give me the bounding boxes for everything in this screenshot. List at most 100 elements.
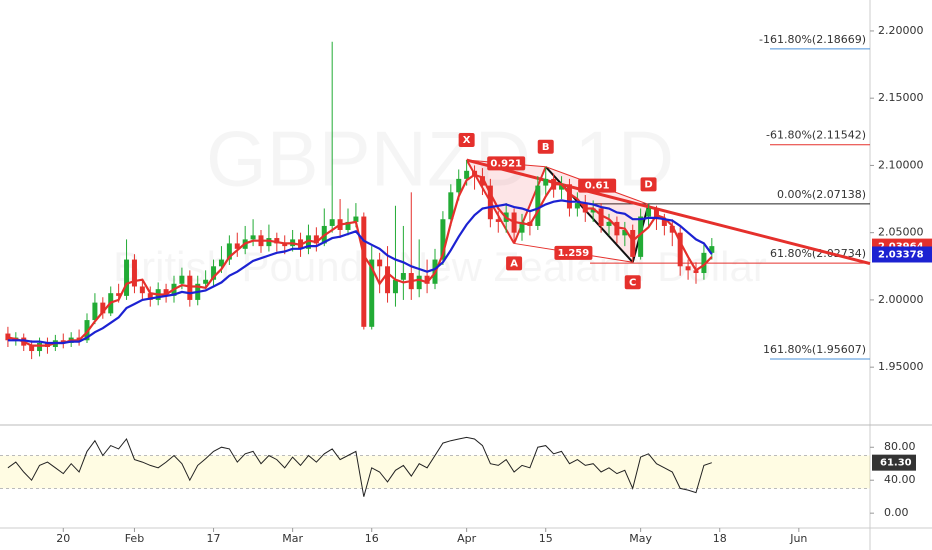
candle-body <box>566 184 572 209</box>
candle-body <box>37 342 43 352</box>
ratio-box <box>554 245 593 260</box>
candle-body <box>701 252 707 274</box>
candle-body <box>353 216 359 222</box>
candle-body <box>543 178 549 186</box>
candle-body <box>234 243 240 249</box>
candle-body <box>116 293 122 296</box>
rsi-tick-label: 0.00 <box>884 506 909 519</box>
candle-body <box>203 279 209 284</box>
candle-body <box>559 184 565 190</box>
pattern-point-box <box>506 256 523 271</box>
candle-body <box>163 289 169 296</box>
candle-body <box>345 221 351 230</box>
candle-body <box>29 345 35 352</box>
fib-label: 0.00%(2.07138) <box>777 188 866 201</box>
rsi-last-label: 61.30 <box>880 458 912 469</box>
candle-body <box>218 259 224 267</box>
candle-body <box>685 266 691 271</box>
candle-body <box>392 279 398 294</box>
rsi-band <box>0 455 870 489</box>
candle-body <box>448 192 454 220</box>
rsi-tick-label: 80.00 <box>884 440 916 453</box>
candle-body <box>479 176 485 186</box>
candle-body <box>661 219 667 226</box>
candle-body <box>305 235 311 249</box>
x-tick-label: Jun <box>789 532 807 545</box>
candle-body <box>677 232 683 267</box>
y-tick-label: 2.05000 <box>878 226 924 239</box>
candle-body <box>92 302 98 321</box>
x-tick-label: 15 <box>539 532 553 545</box>
pattern-point-label: B <box>542 142 550 153</box>
candle-body <box>385 266 391 294</box>
moving-average <box>7 199 713 345</box>
candle-body <box>361 216 367 327</box>
candle-body <box>622 229 628 236</box>
rsi-tick-label: 40.00 <box>884 473 916 486</box>
ratio-label: 0.61 <box>585 181 610 192</box>
candle-body <box>266 238 272 247</box>
pattern-point-box <box>624 275 641 290</box>
pattern-point-box <box>640 177 657 192</box>
candle-body <box>487 185 493 220</box>
candle-body <box>313 235 319 244</box>
pattern-point-box <box>458 133 475 148</box>
candle-body <box>139 286 145 294</box>
candle-body <box>369 259 375 327</box>
candle-body <box>84 320 90 341</box>
pattern-point-label: D <box>644 179 652 190</box>
candle-body <box>606 221 612 226</box>
candle-body <box>574 203 580 209</box>
y-tick-label: 2.20000 <box>878 24 924 37</box>
candle-body <box>693 270 699 274</box>
trendline <box>466 158 871 266</box>
candle-body <box>274 238 280 244</box>
candle-body <box>472 170 478 177</box>
x-tick-label: 18 <box>713 532 727 545</box>
candle-body <box>440 219 446 260</box>
candle-body <box>60 340 66 343</box>
candle-body <box>709 246 715 253</box>
x-tick-label: 16 <box>365 532 379 545</box>
y-tick-label: 1.95000 <box>878 360 924 373</box>
y-tick-label: 2.00000 <box>878 293 924 306</box>
candle-body <box>646 208 652 217</box>
candle-body <box>131 259 137 287</box>
moving-average <box>7 173 713 347</box>
candle-body <box>187 275 193 300</box>
candle-body <box>653 208 659 220</box>
x-tick-label: Mar <box>282 532 303 545</box>
x-tick-label: May <box>629 532 652 545</box>
candle-body <box>377 259 383 267</box>
candle-body <box>416 275 422 290</box>
candle-body <box>5 333 11 341</box>
candle-body <box>669 225 675 233</box>
candle-body <box>211 266 217 280</box>
candle-body <box>179 275 185 284</box>
price-label: 2.03378 <box>878 249 924 260</box>
ratio-box <box>578 178 617 193</box>
candle-body <box>226 243 232 260</box>
ratio-box <box>487 156 526 171</box>
pattern-fill <box>466 160 546 244</box>
candle-body <box>124 259 130 296</box>
candle-body <box>630 229 636 257</box>
candle-body <box>519 221 525 233</box>
x-tick-label: 20 <box>56 532 70 545</box>
x-tick-label: 17 <box>207 532 221 545</box>
candle-body <box>147 293 153 300</box>
rsi-last-box <box>872 454 916 471</box>
x-tick-label: Feb <box>125 532 144 545</box>
pattern-point-box <box>537 139 554 154</box>
candle-body <box>424 275 430 284</box>
x-tick-label: Apr <box>457 532 477 545</box>
candle-body <box>598 208 604 226</box>
candle-body <box>282 243 288 247</box>
pattern-point-label: X <box>463 135 471 146</box>
price-label-box <box>872 246 932 263</box>
pattern-point-label: A <box>510 258 518 269</box>
y-tick-label: 2.15000 <box>878 91 924 104</box>
ratio-label: 1.259 <box>558 248 590 259</box>
candle-body <box>495 219 501 222</box>
